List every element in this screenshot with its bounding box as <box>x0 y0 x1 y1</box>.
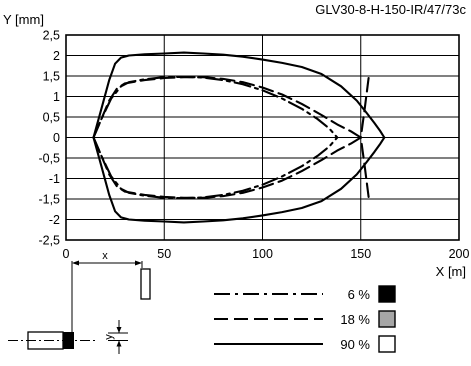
y-tick-label: 0,5 <box>43 111 60 125</box>
series-lines <box>92 51 386 224</box>
x-arrow-head-left <box>72 260 79 266</box>
series-line-dash-dot-upper <box>92 75 339 139</box>
sensor-schematic: x y <box>8 250 151 354</box>
y-tick-label: -0,5 <box>38 152 60 166</box>
x-dimension-label: x <box>102 250 108 262</box>
x-arrow-head-right <box>135 260 142 266</box>
legend-label: 90 % <box>340 337 370 352</box>
y-tick-label: 2 <box>53 49 60 63</box>
tick-labels: 2,521,510,50-0,5-1-1,5-2-2,50 50 100 150 200 <box>38 29 469 262</box>
x-tick-label: 200 <box>449 247 470 261</box>
reflector <box>140 268 151 300</box>
legend-label: 6 % <box>348 287 371 302</box>
series-line-dashed-lower <box>92 136 370 199</box>
plot-frame <box>65 34 460 241</box>
series-line-solid-upper <box>92 51 386 139</box>
x-axis-label: X [m] <box>436 264 466 279</box>
y-arrow-head-upper <box>116 327 122 333</box>
x-tick-label: 0 <box>63 247 70 261</box>
x-tick-label: 150 <box>350 247 371 261</box>
y-tick-label: 2,5 <box>43 29 60 43</box>
legend-label: 18 % <box>340 312 370 327</box>
y-dimension-label: y <box>103 334 115 340</box>
series-line-solid-lower <box>92 136 386 224</box>
x-tick-label: 100 <box>252 247 273 261</box>
y-tick-label: -2 <box>49 213 60 227</box>
y-tick-label: -2,5 <box>38 234 60 248</box>
legend-swatch <box>378 310 396 328</box>
legend-swatch <box>378 335 396 353</box>
legend: 6 % 18 % 90 % <box>214 285 396 353</box>
y-tick-label: 1,5 <box>43 70 60 84</box>
chart-title: GLV30-8-H-150-IR/47/73c <box>315 2 466 17</box>
legend-swatch <box>378 285 396 303</box>
y-axis-label: Y [mm] <box>3 12 44 27</box>
y-tick-label: -1 <box>49 172 60 186</box>
x-tick-label: 50 <box>157 247 171 261</box>
series-line-dashed-upper <box>92 76 370 139</box>
y-tick-label: 1 <box>53 90 60 104</box>
series-line-dash-dot-lower <box>92 136 339 200</box>
grid-lines <box>65 34 460 241</box>
y-tick-label: -1,5 <box>38 193 60 207</box>
y-arrow-head-lower <box>116 340 122 347</box>
y-tick-label: 0 <box>53 131 60 145</box>
